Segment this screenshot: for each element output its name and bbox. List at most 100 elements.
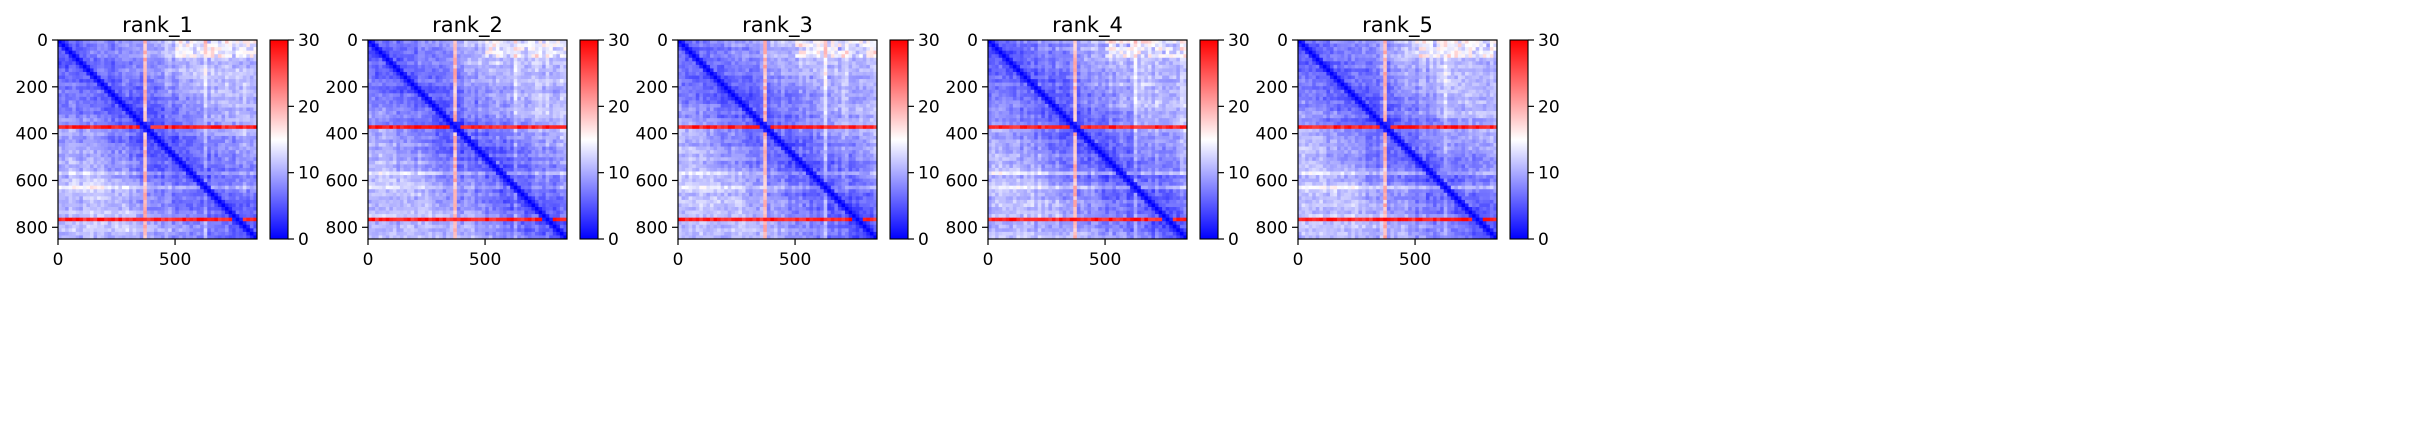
heatmap-cell: [499, 79, 503, 83]
heatmap-cell: [133, 125, 137, 129]
heatmap-cell: [389, 154, 393, 158]
heatmap-cell: [179, 218, 183, 222]
heatmap-cell: [76, 90, 80, 94]
heatmap-cell: [214, 47, 218, 51]
heatmap-cell: [126, 108, 130, 112]
heatmap-cell: [118, 44, 122, 48]
heatmap-cell: [62, 179, 66, 183]
heatmap-cell: [115, 97, 119, 101]
heatmap-cell: [239, 118, 243, 122]
heatmap-cell: [108, 196, 112, 200]
heatmap-cell: [140, 161, 144, 165]
heatmap-cell: [421, 143, 425, 147]
heatmap-cell: [165, 157, 169, 161]
heatmap-cell: [111, 68, 115, 72]
heatmap-cell: [464, 54, 468, 58]
heatmap-cell: [510, 115, 514, 119]
heatmap-cell: [204, 58, 208, 62]
heatmap-cell: [200, 90, 204, 94]
heatmap-cell: [443, 111, 447, 115]
heatmap-cell: [246, 118, 250, 122]
heatmap-cell: [531, 76, 535, 80]
heatmap-cell: [517, 76, 521, 80]
heatmap-cell: [101, 51, 105, 55]
heatmap-cell: [475, 132, 479, 136]
heatmap-cell: [492, 90, 496, 94]
y-tick-label: 400: [16, 125, 48, 145]
heatmap-cell: [118, 122, 122, 126]
heatmap-cell: [118, 111, 122, 115]
heatmap-cell: [528, 68, 532, 72]
heatmap-cell: [524, 61, 528, 65]
heatmap-cell: [218, 90, 222, 94]
heatmap-cell: [150, 150, 154, 154]
heatmap-cell: [179, 143, 183, 147]
heatmap-cell: [182, 51, 186, 55]
heatmap-cell: [246, 182, 250, 186]
heatmap-cell: [136, 111, 140, 115]
heatmap-cell: [246, 47, 250, 51]
heatmap-cell: [492, 122, 496, 126]
heatmap-cell: [243, 207, 247, 211]
heatmap-cell: [175, 118, 179, 122]
heatmap-cell: [211, 171, 215, 175]
heatmap-cell: [211, 186, 215, 190]
heatmap-cell: [161, 65, 165, 69]
heatmap-cell: [482, 86, 486, 90]
heatmap-cell: [239, 58, 243, 62]
heatmap-cell: [503, 136, 507, 140]
heatmap-cell: [101, 83, 105, 87]
heatmap-cell: [126, 207, 130, 211]
heatmap-cell: [133, 132, 137, 136]
heatmap-cell: [439, 140, 443, 144]
heatmap-cell: [499, 68, 503, 72]
heatmap-cell: [158, 118, 162, 122]
heatmap-cell: [83, 54, 87, 58]
heatmap-cell: [118, 175, 122, 179]
heatmap-cell: [432, 118, 436, 122]
heatmap-cell: [389, 122, 393, 126]
heatmap-cell: [193, 97, 197, 101]
heatmap-cell: [150, 218, 154, 222]
heatmap-cell: [165, 47, 169, 51]
heatmap-cell: [197, 214, 201, 218]
heatmap-cell: [143, 108, 147, 112]
heatmap-cell: [546, 104, 550, 108]
heatmap-cell: [450, 132, 454, 136]
heatmap-cell: [200, 132, 204, 136]
heatmap-cell: [172, 108, 176, 112]
heatmap-cell: [482, 118, 486, 122]
heatmap-cell: [76, 136, 80, 140]
heatmap-cell: [86, 51, 90, 55]
heatmap-cell: [150, 200, 154, 204]
heatmap-cell: [182, 140, 186, 144]
heatmap-cell: [168, 61, 172, 65]
heatmap-cell: [69, 86, 73, 90]
heatmap-cell: [168, 58, 172, 62]
heatmap-cell: [122, 122, 126, 126]
heatmap-cell: [118, 147, 122, 151]
heatmap-cell: [72, 93, 76, 97]
heatmap-cell: [460, 68, 464, 72]
heatmap-cell: [214, 100, 218, 104]
heatmap-cell: [407, 58, 411, 62]
heatmap-cell: [200, 54, 204, 58]
heatmap-cell: [147, 218, 151, 222]
heatmap-cell: [546, 76, 550, 80]
heatmap-cell: [111, 171, 115, 175]
heatmap-cell: [207, 203, 211, 207]
heatmap-cell: [83, 61, 87, 65]
heatmap-cell: [179, 150, 183, 154]
heatmap-cell: [375, 58, 379, 62]
heatmap-cell: [179, 100, 183, 104]
heatmap-cell: [147, 207, 151, 211]
heatmap-cell: [471, 51, 475, 55]
heatmap-cell: [108, 76, 112, 80]
heatmap-cell: [140, 175, 144, 179]
heatmap-cell: [161, 189, 165, 193]
heatmap-cell: [165, 108, 169, 112]
heatmap-cell: [225, 154, 229, 158]
heatmap-cell: [531, 93, 535, 97]
heatmap-cell: [165, 90, 169, 94]
heatmap-cell: [143, 147, 147, 151]
